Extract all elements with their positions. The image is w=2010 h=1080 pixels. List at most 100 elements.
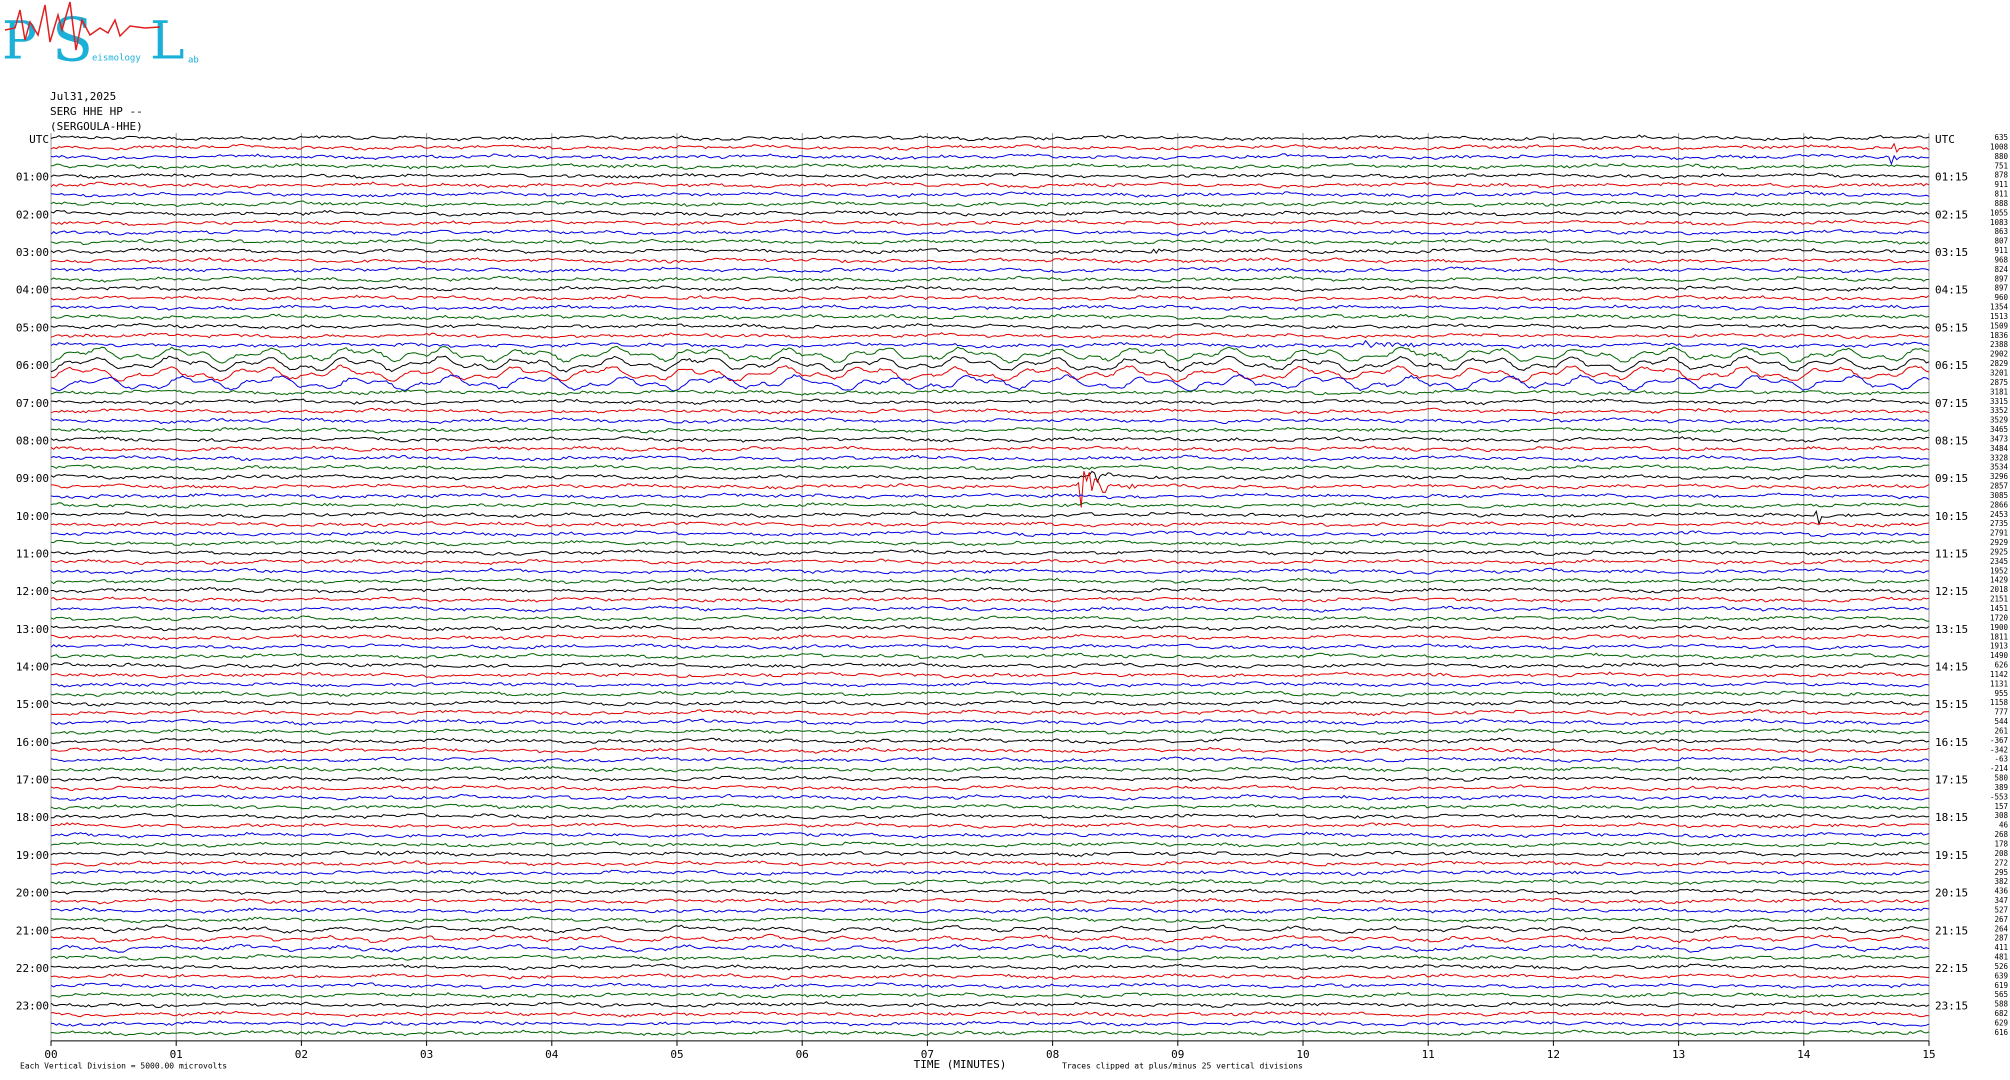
trace (50, 907, 1930, 914)
x-title: TIME (MINUTES) (914, 1058, 1007, 1071)
trace (50, 992, 1930, 999)
logo-letter: L (150, 12, 185, 72)
trace-value: -367 (1990, 736, 2008, 745)
trace-value: 295 (1994, 868, 2008, 877)
trace-value: 1429 (1990, 576, 2008, 585)
trace-value: 272 (1994, 858, 2008, 867)
trace-value: 1131 (1990, 679, 2008, 688)
trace (50, 615, 1930, 622)
trace (50, 916, 1930, 924)
trace-value: 1083 (1990, 218, 2008, 227)
right-time-label: 04:15 (1935, 284, 1968, 297)
trace-value: 1513 (1990, 312, 2008, 321)
trace (51, 718, 1930, 726)
trace-value: 863 (1994, 227, 2008, 236)
trace-value: 1900 (1990, 623, 2009, 632)
trace-value: -214 (1990, 764, 2009, 773)
trace-value: 208 (1994, 849, 2008, 858)
trace (50, 134, 1930, 142)
trace (50, 859, 1929, 867)
trace-value: 1451 (1990, 604, 2008, 613)
trace (50, 492, 1930, 500)
trace-value: 2857 (1990, 482, 2008, 491)
trace-value: 3085 (1990, 491, 2008, 500)
trace (50, 345, 1930, 364)
trace-value: 565 (1994, 990, 2008, 999)
trace-value: 3352 (1990, 406, 2008, 415)
logo-letter: P (2, 12, 37, 72)
left-time-label: 11:00 (16, 547, 49, 560)
trace (50, 539, 1930, 547)
trace-value: 824 (1994, 265, 2008, 274)
trace-value: 2829 (1990, 359, 2008, 368)
trace (50, 596, 1930, 603)
logo: P S L eismology ab (2, 1, 199, 76)
right-time-label: 21:15 (1935, 924, 1968, 937)
footer-left: Each Vertical Division = 5000.00 microvo… (20, 1062, 227, 1071)
left-time-label: 09:00 (16, 472, 49, 485)
left-time-label: 06:00 (16, 359, 49, 372)
trace-value: 1055 (1990, 208, 2008, 217)
trace-value: 526 (1994, 962, 2008, 971)
trace (51, 822, 1930, 830)
trace-value: 268 (1994, 830, 2008, 839)
trace (50, 624, 1930, 632)
x-tick-label: 09 (1171, 1048, 1184, 1061)
x-tick-label: 12 (1547, 1048, 1560, 1061)
left-time-label: 20:00 (16, 887, 49, 900)
trace (50, 943, 1930, 953)
trace-value: 682 (1994, 1009, 2008, 1018)
trace-value: 2791 (1990, 529, 2008, 538)
trace-value: 777 (1994, 708, 2008, 717)
trace (50, 652, 1930, 660)
trace (50, 680, 1930, 688)
trace (50, 228, 1930, 236)
trace (50, 963, 1929, 971)
left-time-label: UTC (29, 133, 49, 146)
trace (50, 200, 1930, 208)
right-time-label: 01:15 (1935, 171, 1968, 184)
trace (50, 746, 1930, 754)
trace-value: 436 (1994, 887, 2008, 896)
x-tick-label: 04 (545, 1048, 559, 1061)
trace (50, 567, 1930, 575)
right-time-label: 07:15 (1935, 397, 1968, 410)
trace-value: 544 (1994, 717, 2008, 726)
trace (50, 322, 1930, 330)
trace (50, 775, 1930, 782)
trace (50, 756, 1930, 763)
trace (50, 388, 1930, 396)
trace-value: 1158 (1990, 698, 2009, 707)
trace-value: 3484 (1990, 444, 2009, 453)
trace (50, 727, 1929, 736)
trace-value: 639 (1994, 971, 2008, 980)
trace (50, 709, 1930, 717)
trace-value: 1008 (1990, 142, 2009, 151)
trace (50, 355, 1930, 373)
logo-wave (4, 1, 161, 51)
trace-value: 619 (1994, 981, 2008, 990)
x-tick-label: 08 (1046, 1048, 1059, 1061)
footer-note: Traces clipped at plus/minus 25 vertical… (1062, 1062, 1303, 1071)
trace (50, 181, 1930, 189)
trace (50, 313, 1930, 321)
trace (51, 869, 1930, 877)
left-time-label: 08:00 (16, 434, 49, 447)
trace-value: 635 (1994, 133, 2008, 142)
trace (50, 153, 1929, 166)
trace-value: -342 (1990, 745, 2008, 754)
right-time-label: 18:15 (1935, 811, 1968, 824)
x-tick-label: 06 (796, 1048, 809, 1061)
trace (50, 464, 1930, 471)
right-time-label: 10:15 (1935, 510, 1968, 523)
right-time-label: 19:15 (1935, 849, 1968, 862)
trace-value: 3328 (1990, 453, 2009, 462)
trace (50, 924, 1930, 934)
trace (50, 417, 1930, 425)
trace (50, 275, 1929, 283)
trace (51, 470, 1930, 508)
trace-value: 807 (1994, 237, 2008, 246)
trace (50, 1029, 1930, 1037)
trace-value: 264 (1994, 924, 2008, 933)
trace-value: 1142 (1990, 670, 2008, 679)
